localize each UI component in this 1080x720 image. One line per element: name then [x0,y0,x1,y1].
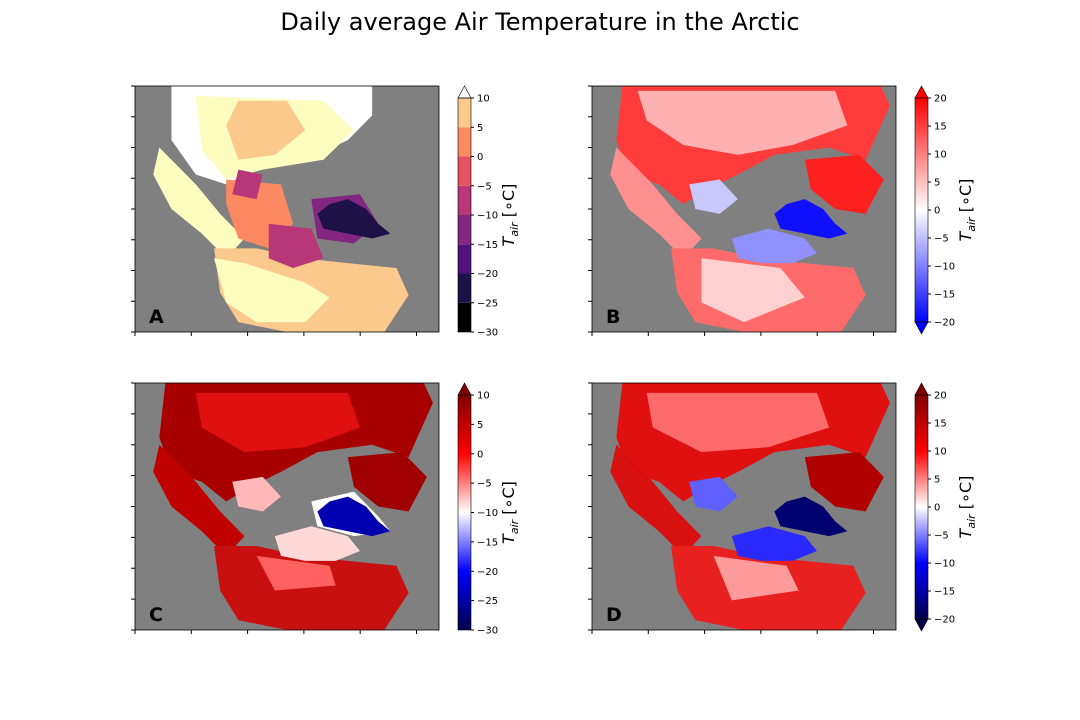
cool-region [731,228,817,264]
panel-d-group: D 20 15 10 5 0 −5 −10 −15 −20 Tair [∘C] [588,382,978,634]
colorbar-tick-label: 0 [934,206,940,217]
colorbar-tick-label: 5 [934,178,940,189]
colorbar-label: Tair [∘C] [499,184,521,247]
colorbar-tick-label: −15 [934,290,955,301]
colorbar-tick-label: −15 [477,537,498,548]
colorbar-tick-label: 20 [934,94,947,105]
colorbar-tick-label: −15 [934,587,955,598]
colorbar-tick-label: −30 [477,328,498,339]
colorbar-extend-min [914,321,929,335]
east-region [804,452,884,512]
colorbar-label: Tair [∘C] [499,481,521,544]
colorbar-tick-label: 20 [934,391,947,402]
cool-zone-north [232,169,263,200]
colorbar-tick-label: −5 [477,181,492,192]
panel-label: A [149,306,164,328]
cold-region [774,496,848,537]
colorbar-extend-min [914,618,929,632]
mild-region [646,392,830,453]
colorbar-extend-max [914,85,929,99]
panel-a-group: A 10 5 0 −5 −10 −15 −20 −25 −30 Tair [∘C] [131,85,521,339]
colorbar-band [458,215,471,245]
colorbar-gradient [458,395,471,630]
colorbar-tick-label: −30 [477,626,498,637]
coldest-zone [317,199,391,239]
colorbar-extend-max [457,85,472,99]
cool-region-north [689,476,738,512]
cold-region [317,496,391,537]
colorbar-extend-max [914,382,929,396]
colorbar-band [458,185,471,215]
colorbar-tick-label: −20 [477,567,498,578]
panel-label: C [149,604,163,626]
colorbar-band [458,127,471,157]
south-mild-region [701,258,805,323]
colorbar-tick-label: 5 [477,123,483,134]
colorbar-band [458,273,471,303]
colorbar-band [458,156,471,186]
colorbar-band [458,302,471,332]
colorbar-tick-label: −25 [477,298,498,309]
colorbar-label: Tair [∘C] [956,179,978,242]
colorbar-tick-label: −10 [477,211,498,222]
panel-label: B [606,306,620,328]
colorbar-tick-label: −20 [934,615,955,626]
coast-region [153,444,245,556]
coast-region [610,444,702,556]
coast-zone [153,147,245,259]
colorbar-tick-label: 5 [934,475,940,486]
cool-region [274,526,360,561]
cool-zone [268,223,324,269]
colorbar-tick-label: −10 [477,508,498,519]
colorbar-extend-max [457,382,472,396]
south-mild-region [256,555,336,591]
colorbar-tick-label: 0 [477,449,483,460]
panel-c-group: C 10 5 0 −5 −10 −15 −20 −25 −30 Tair [∘C] [131,382,521,637]
colorbar-tick-label: 10 [934,447,947,458]
colorbar-band [458,244,471,274]
colorbar-tick-label: 5 [477,420,483,431]
cool-region-north [232,476,281,512]
colorbar-tick-label: −25 [477,596,498,607]
colorbar-tick-label: −5 [934,234,949,245]
mild-zone [226,100,306,160]
colorbar-label: Tair [∘C] [956,476,978,539]
colorbar-tick-label: −20 [477,269,498,280]
colorbar-tick-label: −5 [477,479,492,490]
colorbar-tick-label: −20 [934,318,955,329]
cool-region [731,526,817,561]
figure-title: Daily average Air Temperature in the Arc… [280,8,800,36]
colorbar-tick-label: −15 [477,240,498,251]
cold-region [774,199,848,239]
south-warm-zone [214,258,330,323]
colorbar-gradient [915,395,928,619]
colorbar-tick-label: −10 [934,559,955,570]
colorbar-tick-label: 10 [934,150,947,161]
panel-label: D [606,604,622,626]
mid-region [195,392,360,453]
east-region [804,154,884,214]
colorbar-tick-label: 0 [477,152,483,163]
colorbar-gradient [915,98,928,322]
cool-region-north [689,179,738,214]
colorbar-tick-label: 15 [934,122,947,133]
colorbar-band [458,98,471,128]
colorbar-tick-label: −5 [934,531,949,542]
mild-region [637,90,848,155]
panel-b-group: B 20 15 10 5 0 −5 −10 −15 −20 Tair [∘C] [588,85,978,336]
colorbar-tick-label: 10 [477,94,490,105]
coast-region [610,147,702,259]
east-region [347,452,427,512]
colorbar-tick-label: 10 [477,391,490,402]
colorbar-tick-label: −10 [934,262,955,273]
colorbar-tick-label: 15 [934,419,947,430]
south-mild-region [713,555,799,601]
colorbar-tick-label: 0 [934,503,940,514]
